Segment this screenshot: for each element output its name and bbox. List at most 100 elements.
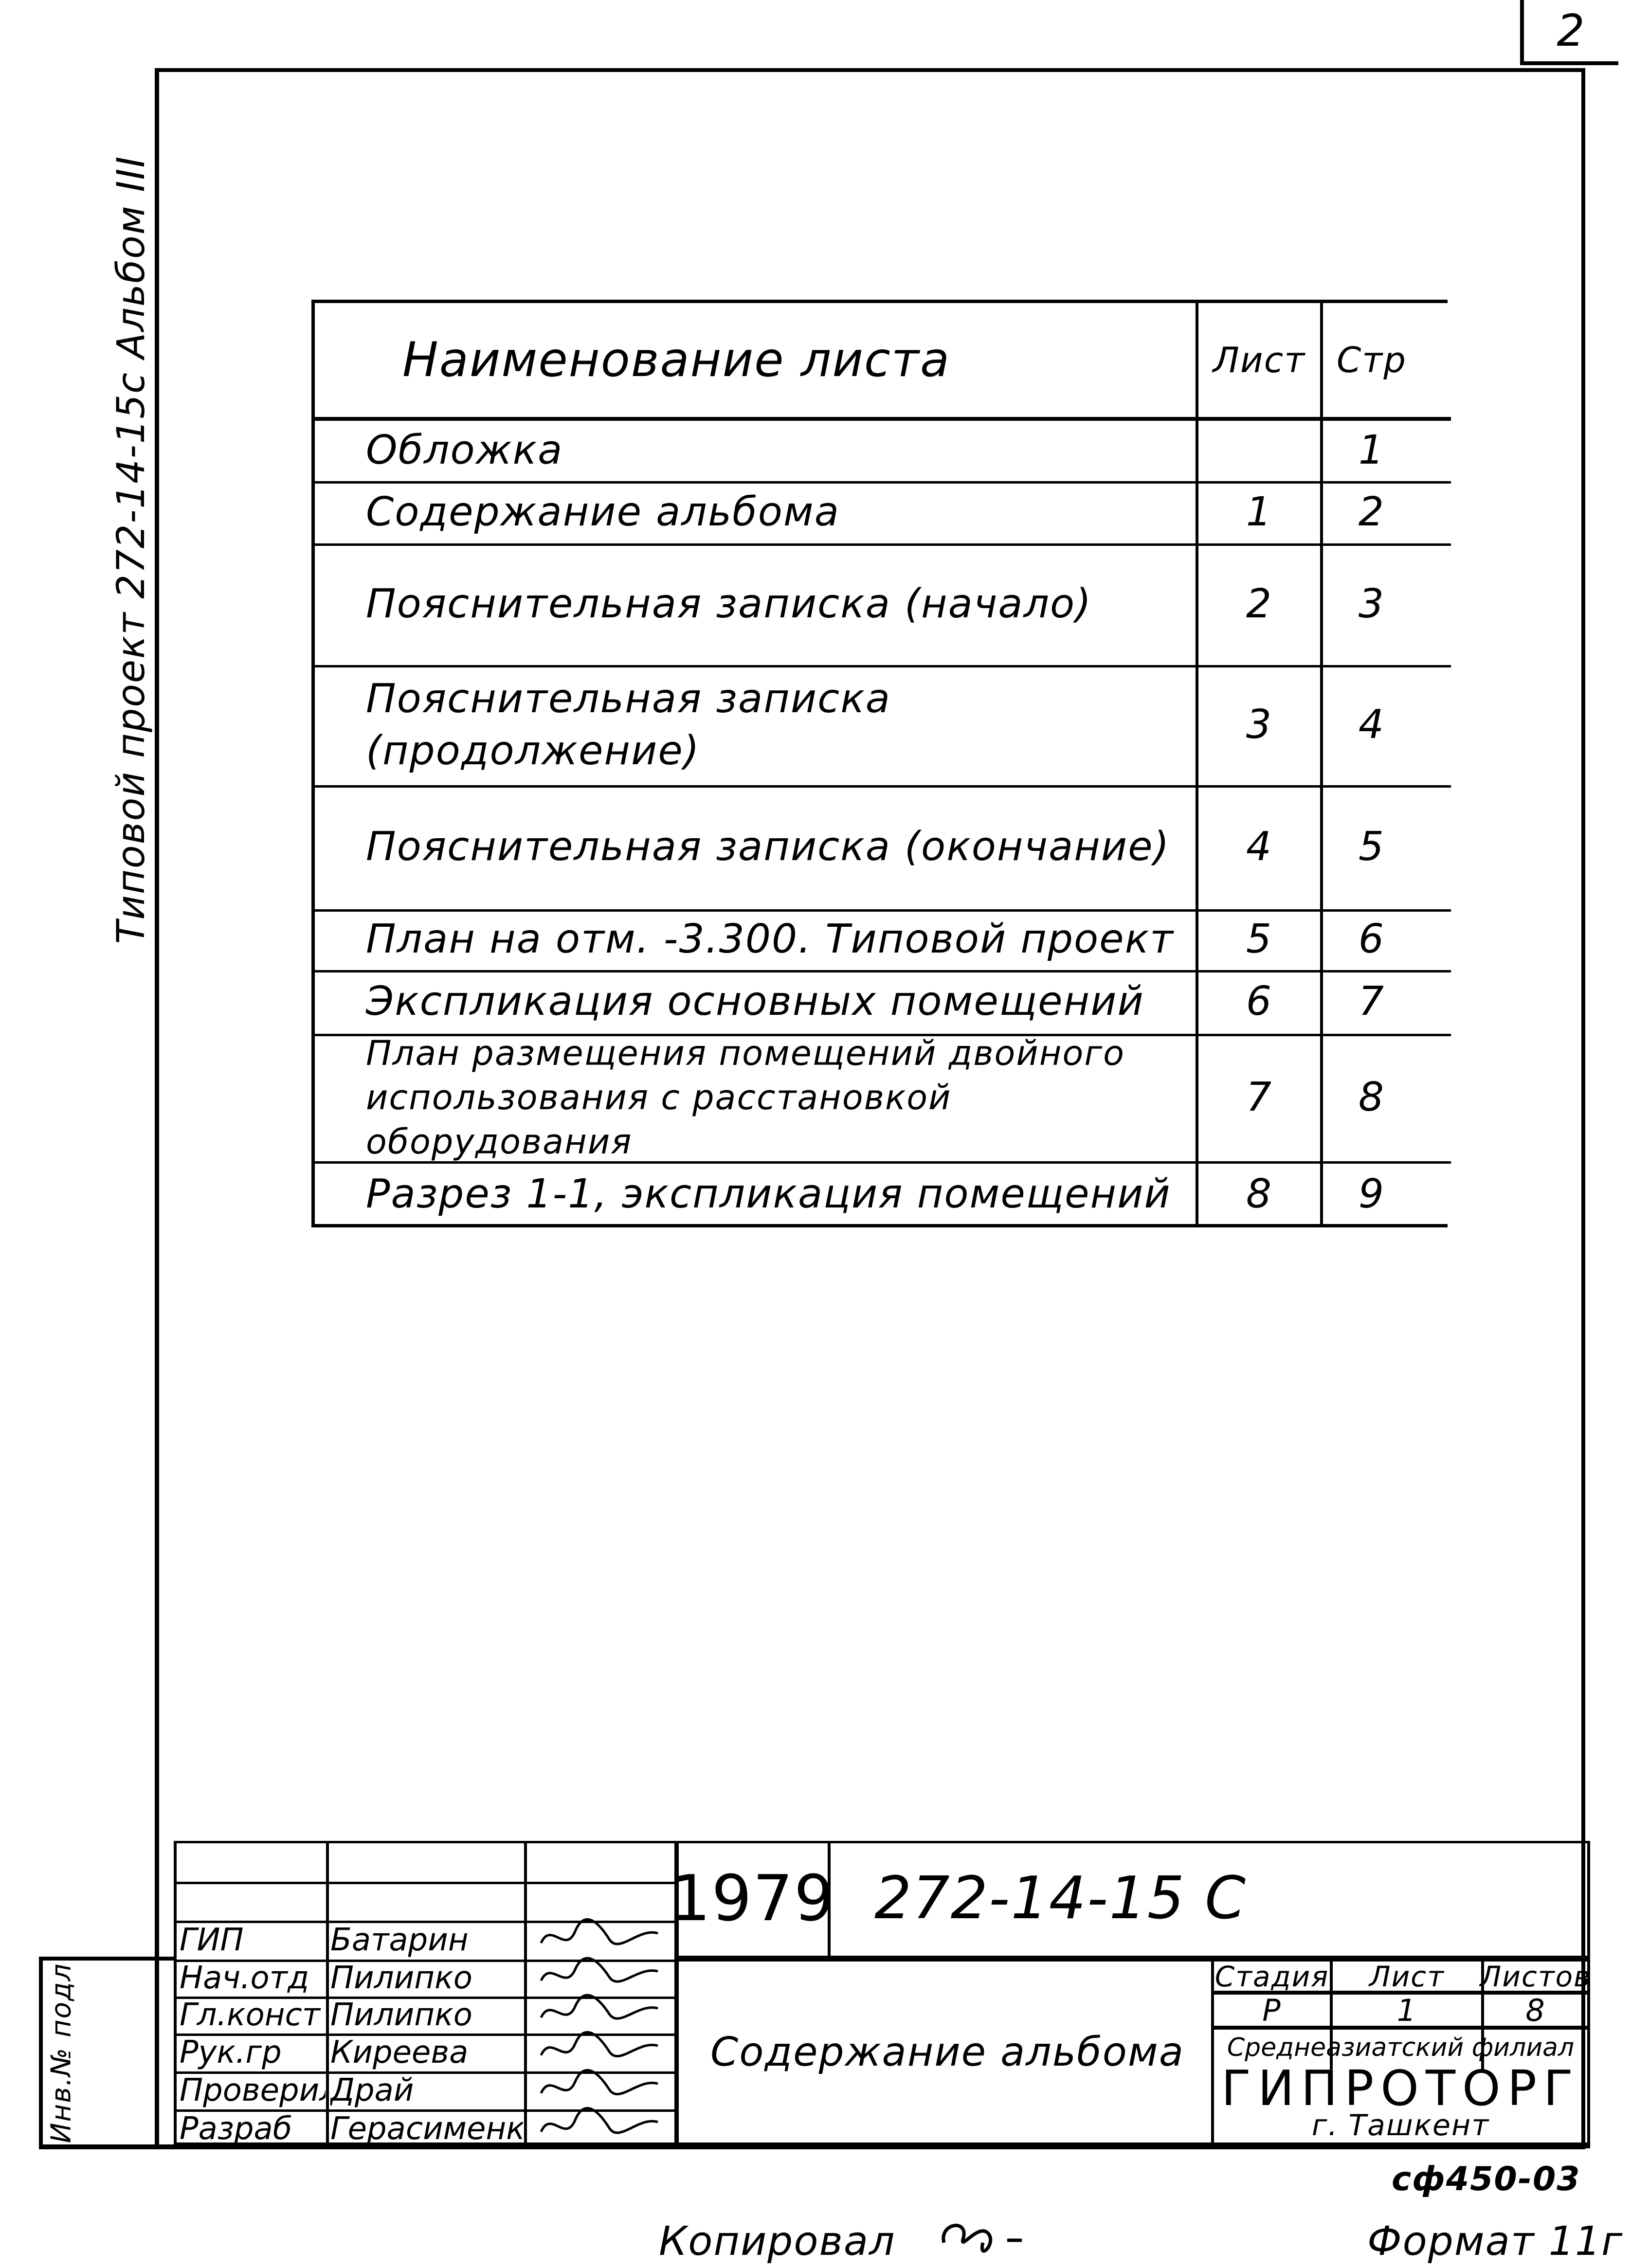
divider — [524, 1841, 527, 2148]
header-page: Стр — [1337, 340, 1407, 380]
signature-icon — [540, 1994, 658, 2020]
divider — [174, 1921, 676, 1923]
side-caption: Типовой проект 272-14-15с Альбом III — [109, 155, 153, 944]
signature-icon — [540, 2031, 658, 2058]
header-sheet: Лист — [1213, 340, 1306, 380]
staff-role: Проверил — [180, 2072, 326, 2108]
row-sheet: 7 — [1246, 1074, 1273, 1120]
inventory-label: Инв.№ подл — [45, 1962, 77, 2143]
row-page: 2 — [1358, 488, 1385, 535]
row-divider — [315, 481, 1451, 484]
divider — [1481, 1958, 1484, 2070]
row-page: 5 — [1358, 824, 1385, 870]
row-sheet: 2 — [1246, 580, 1273, 627]
divider — [1211, 1991, 1590, 1995]
org-name: ГИПРОТОРГ — [1221, 2059, 1580, 2117]
org-city: г. Ташкент — [1311, 2108, 1490, 2142]
row-divider — [315, 909, 1451, 912]
row-name: Экспликация основных помещений — [366, 978, 1144, 1025]
row-page: 7 — [1358, 978, 1385, 1025]
format: Формат 11г — [1367, 2218, 1624, 2265]
row-page: 8 — [1358, 1074, 1385, 1120]
staff-role: Рук.гр — [180, 2034, 282, 2070]
row-divider — [315, 665, 1451, 667]
divider — [828, 1841, 831, 1958]
staff-name: Пилипко — [330, 1960, 472, 1996]
stage-label: Стадия — [1214, 1960, 1329, 1993]
staff-role: Гл.конст — [180, 1997, 321, 2033]
year: 1979 — [670, 1861, 835, 1935]
row-page: 9 — [1358, 1170, 1385, 1217]
copied-by: Копировал — [659, 2218, 896, 2265]
archive-code: сф450-03 — [1392, 2160, 1581, 2198]
staff-role: Разраб — [180, 2111, 292, 2147]
sheet-title: Содержание альбома — [710, 2029, 1184, 2075]
staff-name: Пилипко — [330, 1997, 472, 2033]
row-page: 4 — [1358, 702, 1385, 748]
sheets-label: Листов — [1480, 1960, 1592, 1993]
row-divider — [315, 1161, 1451, 1164]
row-name: Пояснительная записка (начало) — [366, 580, 1092, 627]
row-divider — [315, 970, 1451, 972]
divider — [174, 2142, 1590, 2148]
contents-table: Наименование листа Лист Стр Обложка 1 Соде… — [311, 300, 1451, 1227]
divider — [1211, 1958, 1214, 2148]
sheet-value: 1 — [1396, 1992, 1417, 2028]
divider — [174, 1960, 676, 1962]
signature-icon — [540, 1957, 658, 1983]
row-name: План на отм. -3.300. Типовой проект — [366, 916, 1174, 963]
divider — [174, 1841, 177, 2148]
divider — [174, 2109, 676, 2112]
row-name: Содержание альбома — [366, 488, 840, 535]
title-block: ГИП Батарин Нач.отд Пилипко Гл.конст Пилипко Р… — [174, 1841, 1590, 2149]
staff-role: Нач.отд — [180, 1960, 309, 1996]
column-divider — [1196, 303, 1198, 1227]
row-divider — [315, 543, 1451, 546]
divider — [174, 1997, 676, 1999]
header-name: Наименование листа — [402, 332, 951, 388]
row-name: Разрез 1-1, экспликация помещений — [366, 1170, 1171, 1217]
row-page: 1 — [1358, 427, 1385, 474]
copier-signature-icon — [942, 2224, 1022, 2253]
row-sheet: 1 — [1246, 488, 1273, 535]
staff-name: Киреева — [330, 2034, 469, 2070]
row-page: 3 — [1358, 580, 1385, 627]
column-divider — [1320, 303, 1323, 1227]
row-page: 6 — [1358, 916, 1385, 963]
row-name: Пояснительная записка (продолжение) — [366, 675, 891, 774]
row-divider — [315, 785, 1451, 788]
divider — [1330, 1958, 1333, 2070]
row-sheet: 5 — [1246, 916, 1273, 963]
row-sheet — [1198, 420, 1320, 481]
sheets-value: 8 — [1525, 1992, 1546, 2028]
row-name: Обложка — [366, 427, 563, 474]
inventory-box: Инв.№ подл — [39, 1957, 176, 2149]
divider — [174, 2034, 676, 2036]
staff-name: Драй — [330, 2072, 414, 2108]
row-name: План размещения помещений двойного испол… — [366, 1033, 1125, 1162]
divider — [174, 1841, 1590, 1843]
signature-icon — [540, 1918, 658, 1945]
project-code: 272-14-15 С — [874, 1864, 1247, 1932]
divider — [674, 1956, 1590, 1962]
row-name: Пояснительная записка (окончание) — [366, 824, 1170, 870]
signature-icon — [540, 2107, 658, 2134]
page-number: 2 — [1520, 0, 1618, 65]
staff-name: Батарин — [330, 1922, 469, 1958]
row-divider — [315, 1034, 1451, 1036]
org-branch: Среднеазиатский филиал — [1227, 2033, 1575, 2062]
row-sheet: 4 — [1246, 824, 1273, 870]
header-divider — [315, 417, 1451, 421]
stage-value: Р — [1262, 1992, 1282, 2028]
row-sheet: 3 — [1246, 702, 1273, 748]
row-sheet: 6 — [1246, 978, 1273, 1025]
divider — [174, 2071, 676, 2074]
staff-name: Герасименко — [330, 2111, 523, 2147]
row-sheet: 8 — [1246, 1170, 1273, 1217]
sheet-label: Лист — [1369, 1960, 1445, 1993]
divider — [674, 1841, 679, 2148]
divider — [326, 1841, 329, 2148]
signature-icon — [540, 2069, 658, 2096]
divider — [174, 1882, 676, 1884]
staff-role: ГИП — [180, 1922, 244, 1958]
